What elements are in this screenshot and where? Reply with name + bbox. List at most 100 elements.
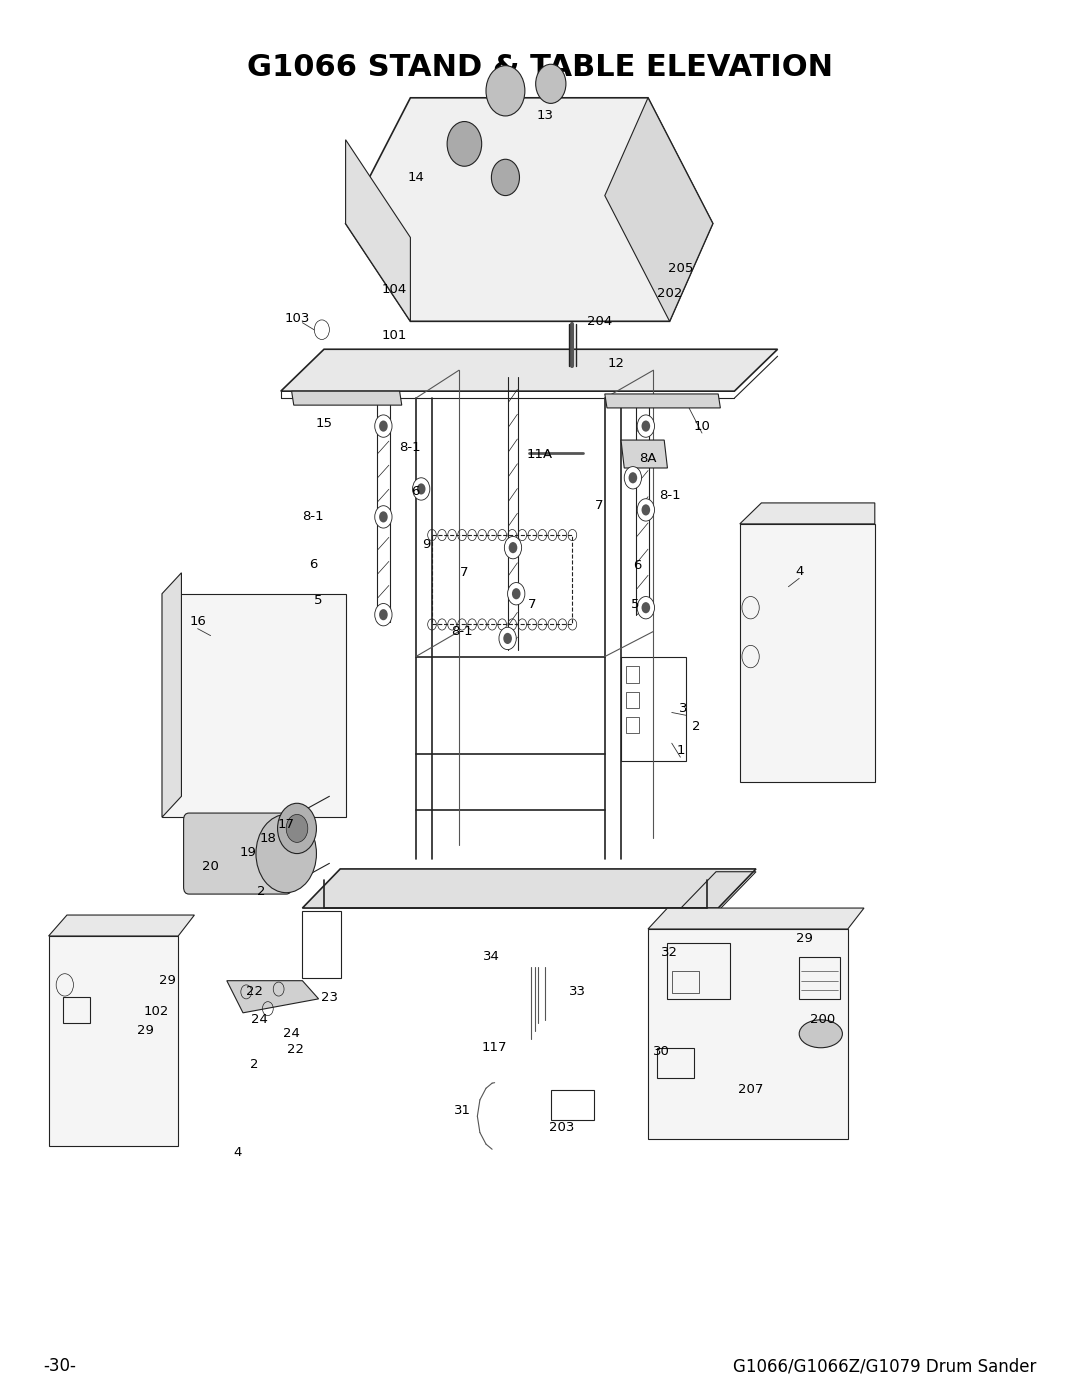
Text: 30: 30 — [652, 1045, 670, 1059]
Text: 2: 2 — [249, 1058, 258, 1071]
Text: 1: 1 — [676, 743, 685, 757]
Text: 5: 5 — [631, 598, 639, 612]
Text: 29: 29 — [159, 974, 176, 988]
Text: 12: 12 — [607, 356, 624, 370]
Text: -30-: -30- — [43, 1358, 76, 1375]
Text: 101: 101 — [381, 328, 407, 342]
Circle shape — [379, 511, 388, 522]
Bar — [643, 224, 686, 265]
FancyBboxPatch shape — [184, 813, 292, 894]
Text: 34: 34 — [483, 950, 500, 964]
Circle shape — [642, 602, 650, 613]
Text: 9: 9 — [422, 538, 431, 552]
Circle shape — [499, 627, 516, 650]
Text: 200: 200 — [810, 1013, 836, 1027]
Circle shape — [504, 536, 522, 559]
Circle shape — [286, 814, 308, 842]
Circle shape — [512, 588, 521, 599]
Text: 7: 7 — [595, 499, 604, 513]
Text: 207: 207 — [738, 1083, 764, 1097]
Circle shape — [486, 66, 525, 116]
Text: 29: 29 — [137, 1024, 154, 1038]
Text: 24: 24 — [283, 1027, 300, 1041]
Bar — [551, 1090, 594, 1120]
Polygon shape — [346, 98, 713, 321]
Polygon shape — [648, 929, 848, 1139]
Text: 8-1: 8-1 — [400, 440, 421, 454]
Text: 103: 103 — [284, 312, 310, 326]
Circle shape — [509, 542, 517, 553]
Bar — [63, 997, 90, 1023]
Circle shape — [536, 64, 566, 103]
Circle shape — [629, 472, 637, 483]
Polygon shape — [281, 349, 778, 391]
Circle shape — [278, 803, 316, 854]
Text: 22: 22 — [246, 985, 264, 999]
Circle shape — [375, 506, 392, 528]
Circle shape — [503, 633, 512, 644]
Text: G1066 STAND & TABLE ELEVATION: G1066 STAND & TABLE ELEVATION — [247, 53, 833, 81]
Bar — [799, 957, 840, 999]
Text: 20: 20 — [202, 859, 219, 873]
Text: G1066/G1066Z/G1079 Drum Sander: G1066/G1066Z/G1079 Drum Sander — [733, 1358, 1037, 1375]
Polygon shape — [302, 869, 756, 908]
Polygon shape — [605, 394, 720, 408]
Polygon shape — [292, 391, 402, 405]
Text: 29: 29 — [796, 932, 813, 946]
Text: 4: 4 — [233, 1146, 242, 1160]
Circle shape — [624, 467, 642, 489]
Text: 6: 6 — [411, 485, 420, 499]
Text: 22: 22 — [287, 1042, 305, 1056]
Polygon shape — [605, 98, 713, 321]
Text: 3: 3 — [679, 701, 688, 715]
Polygon shape — [49, 936, 178, 1146]
Polygon shape — [648, 908, 864, 929]
Text: 23: 23 — [321, 990, 338, 1004]
Text: 15: 15 — [315, 416, 333, 430]
Bar — [621, 657, 686, 761]
Text: 204: 204 — [586, 314, 612, 328]
Circle shape — [642, 420, 650, 432]
Text: 2: 2 — [257, 884, 266, 898]
Circle shape — [637, 597, 654, 619]
Bar — [626, 692, 639, 708]
Polygon shape — [740, 503, 875, 524]
Text: 104: 104 — [381, 282, 407, 296]
Text: 31: 31 — [454, 1104, 471, 1118]
Text: 33: 33 — [569, 985, 586, 999]
Circle shape — [637, 499, 654, 521]
Text: 24: 24 — [251, 1013, 268, 1027]
Circle shape — [508, 583, 525, 605]
Text: 17: 17 — [278, 817, 295, 831]
Text: 6: 6 — [633, 559, 642, 573]
Polygon shape — [621, 440, 667, 468]
Text: 5: 5 — [314, 594, 323, 608]
Polygon shape — [346, 140, 410, 321]
Circle shape — [491, 159, 519, 196]
Circle shape — [256, 814, 316, 893]
Circle shape — [375, 415, 392, 437]
Text: 102: 102 — [144, 1004, 170, 1018]
Circle shape — [413, 478, 430, 500]
Polygon shape — [49, 915, 194, 936]
Circle shape — [314, 320, 329, 339]
Circle shape — [375, 604, 392, 626]
Text: 8-1: 8-1 — [451, 624, 473, 638]
Circle shape — [642, 504, 650, 515]
Polygon shape — [162, 594, 346, 817]
Text: 19: 19 — [240, 845, 257, 859]
Text: 203: 203 — [549, 1120, 575, 1134]
Text: 8A: 8A — [639, 451, 657, 465]
Text: 7: 7 — [460, 566, 469, 580]
Bar — [667, 943, 730, 999]
Text: 8-1: 8-1 — [659, 489, 680, 503]
Text: 7: 7 — [528, 598, 537, 612]
Text: 8-1: 8-1 — [302, 510, 324, 524]
Ellipse shape — [799, 1020, 842, 1048]
Text: 11A: 11A — [527, 447, 553, 461]
Polygon shape — [227, 981, 319, 1013]
Circle shape — [447, 122, 482, 166]
Bar — [605, 268, 643, 299]
Bar — [672, 971, 699, 993]
Bar — [302, 911, 341, 978]
